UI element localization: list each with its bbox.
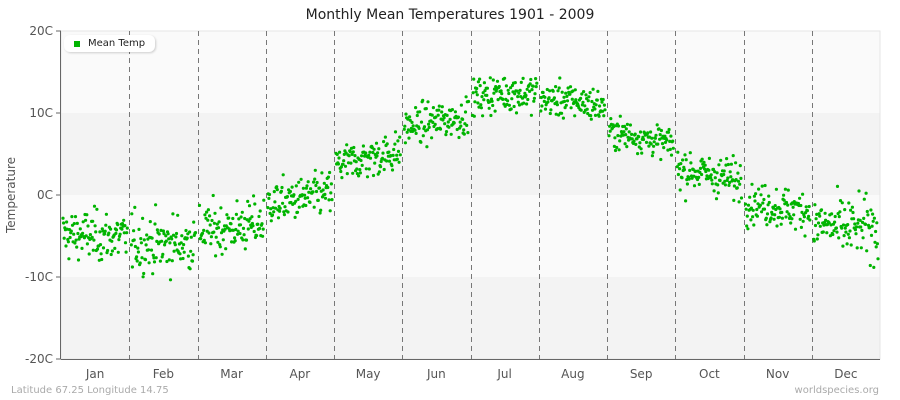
x-tick-label: May <box>356 367 381 381</box>
y-tick-label: 0C <box>37 188 53 202</box>
source-caption: worldspecies.org <box>794 385 879 396</box>
x-tick-label: Sep <box>630 367 653 381</box>
x-tick-label: Feb <box>153 367 174 381</box>
x-tick-label: Jul <box>496 367 511 381</box>
chart-title: Monthly Mean Temperatures 1901 - 2009 <box>305 7 595 23</box>
x-tick-label: Apr <box>289 367 310 381</box>
legend-swatch <box>74 40 80 47</box>
y-axis-title: Temperature <box>4 157 18 234</box>
y-tick-label: 10C <box>29 106 53 120</box>
x-tick-label: Nov <box>766 367 789 381</box>
y-tick-label: -20C <box>25 352 53 366</box>
y-tick-label: 20C <box>29 24 53 38</box>
x-tick-label: Jan <box>85 367 105 381</box>
y-tick-label: -10C <box>25 270 53 284</box>
x-tick-label: Mar <box>220 367 243 381</box>
y-axis-ticks: 20C 10C 0C -10C -20C <box>25 24 61 366</box>
x-tick-label: Oct <box>699 367 720 381</box>
location-caption: Latitude 67.25 Longitude 14.75 <box>11 385 169 396</box>
legend: Mean Temp <box>64 35 156 52</box>
background-bands <box>60 30 881 360</box>
x-tick-label: Dec <box>834 367 857 381</box>
x-tick-label: Jun <box>426 367 446 381</box>
data-points <box>61 76 880 282</box>
x-tick-label: Aug <box>561 367 584 381</box>
month-dividers <box>129 31 813 359</box>
legend-label: Mean Temp <box>88 38 146 49</box>
x-axis-labels: Jan Feb Mar Apr May Jun Jul Aug Sep Oct Nov Dec <box>85 367 858 381</box>
